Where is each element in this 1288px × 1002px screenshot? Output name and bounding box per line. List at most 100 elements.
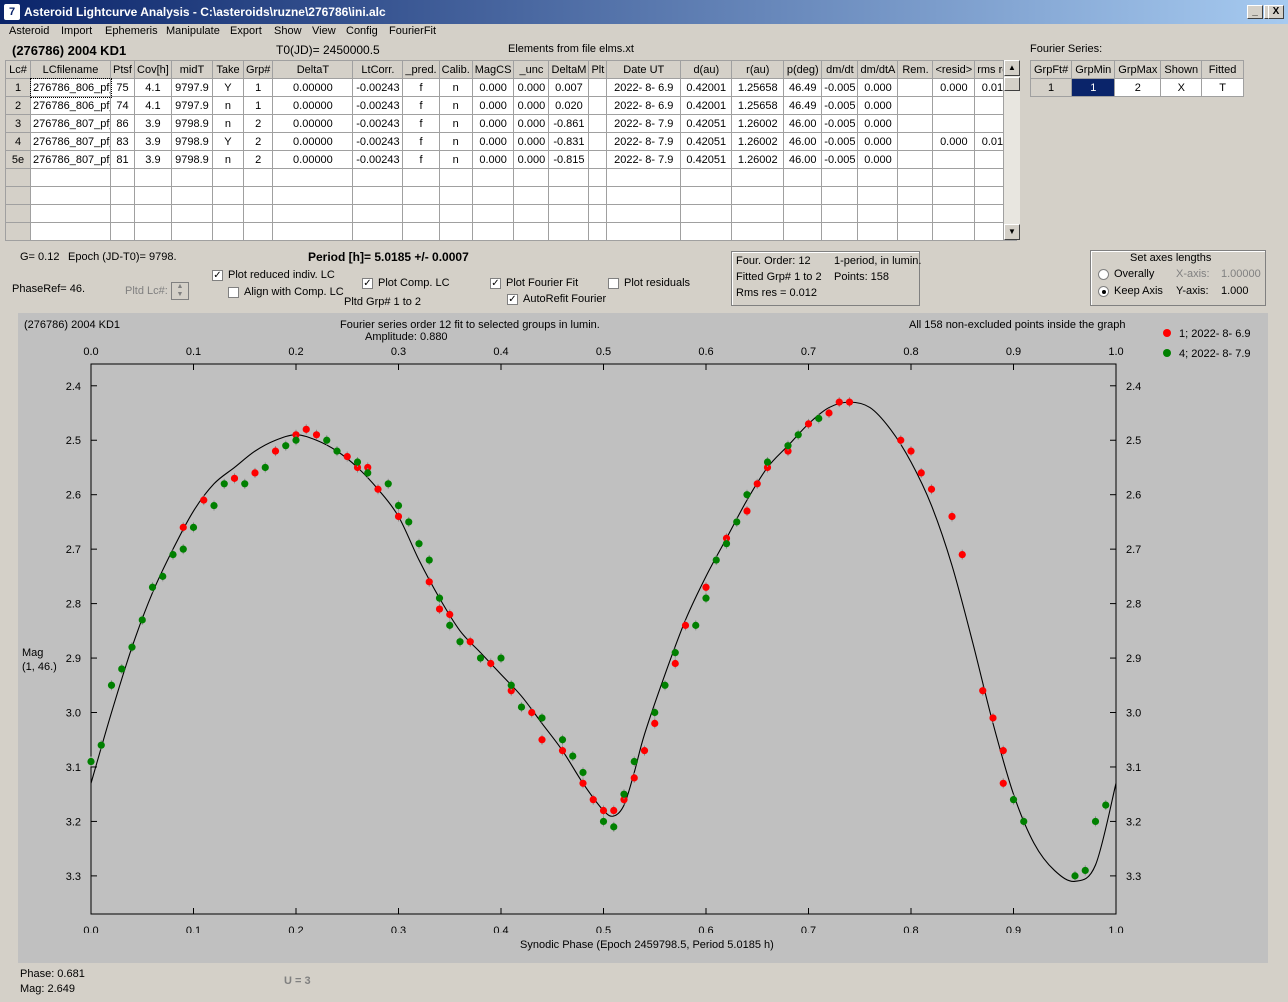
table-cell[interactable] <box>932 150 976 169</box>
table-cell[interactable]: 9798.9 <box>170 114 213 133</box>
table-cell[interactable] <box>588 222 608 241</box>
empty-row[interactable] <box>5 204 1017 223</box>
menu-manipulate[interactable]: Manipulate <box>166 25 220 37</box>
table-cell[interactable] <box>170 168 213 187</box>
table-cell[interactable] <box>352 168 404 187</box>
table-cell[interactable]: -0.00243 <box>352 132 404 151</box>
table-cell[interactable] <box>242 204 274 223</box>
table-cell[interactable]: 0.42051 <box>680 132 733 151</box>
table-cell[interactable] <box>110 222 135 241</box>
table-cell[interactable]: 74 <box>110 96 135 115</box>
table-cell[interactable] <box>821 168 859 187</box>
column-header[interactable]: Plt <box>588 60 608 79</box>
table-cell[interactable]: 0.00000 <box>272 132 354 151</box>
table-cell[interactable] <box>170 204 213 223</box>
table-cell[interactable]: -0.831 <box>548 132 590 151</box>
table-cell[interactable]: n <box>211 114 244 133</box>
column-header[interactable]: Cov[h] <box>133 60 172 79</box>
table-cell[interactable] <box>471 186 515 205</box>
table-cell[interactable]: 0.00000 <box>272 96 354 115</box>
table-cell[interactable] <box>110 168 135 187</box>
table-cell[interactable]: f <box>402 150 440 169</box>
table-cell[interactable]: 0.000 <box>471 132 515 151</box>
table-cell[interactable]: 0.000 <box>857 96 899 115</box>
table-cell[interactable] <box>513 186 550 205</box>
table-cell[interactable] <box>30 204 111 223</box>
table-cell[interactable] <box>352 222 404 241</box>
table-cell[interactable]: 276786_806_pf_ <box>29 77 112 98</box>
table-cell[interactable] <box>513 168 550 187</box>
table-cell[interactable] <box>352 186 404 205</box>
fourier-column-header[interactable]: GrpMax <box>1114 60 1162 79</box>
fourier-column-header[interactable]: Shown <box>1160 60 1203 79</box>
table-cell[interactable] <box>680 186 733 205</box>
table-cell[interactable]: 9798.9 <box>170 132 213 151</box>
table-cell[interactable] <box>402 222 440 241</box>
table-cell[interactable] <box>588 78 608 97</box>
table-cell[interactable]: 0.42051 <box>680 150 733 169</box>
column-header[interactable]: _unc <box>513 60 550 79</box>
table-cell[interactable]: -0.815 <box>548 150 590 169</box>
table-cell[interactable]: 2 <box>242 132 274 151</box>
table-cell[interactable]: 0.000 <box>471 96 515 115</box>
table-cell[interactable]: 0.42051 <box>680 114 733 133</box>
column-header[interactable]: dm/dt <box>821 60 859 79</box>
table-row[interactable]: 4 276786_807_pf_ 83 3.9 9798.9 Y 2 0.00000 -0.00… <box>5 132 1017 151</box>
table-cell[interactable] <box>857 186 899 205</box>
table-cell[interactable]: 3.9 <box>133 114 172 133</box>
table-cell[interactable] <box>133 222 172 241</box>
table-row[interactable]: 5e 276786_807_pf_ 81 3.9 9798.9 n 2 0.00000 -0.0… <box>5 150 1017 169</box>
table-cell[interactable]: 1 <box>242 78 274 97</box>
empty-row[interactable] <box>5 222 1017 241</box>
menu-asteroid[interactable]: Asteroid <box>9 25 50 37</box>
table-row[interactable]: 3 276786_807_pf_ 86 3.9 9798.9 n 2 0.00000 -0.00… <box>5 114 1017 133</box>
table-cell[interactable] <box>242 168 274 187</box>
table-cell[interactable] <box>932 222 976 241</box>
table-cell[interactable] <box>548 204 590 223</box>
column-header[interactable]: <resid> <box>932 60 976 79</box>
menu-export[interactable]: Export <box>230 25 262 37</box>
table-cell[interactable]: -0.005 <box>821 150 859 169</box>
table-cell[interactable]: 0.42001 <box>680 96 733 115</box>
table-cell[interactable] <box>821 222 859 241</box>
table-cell[interactable]: 0.020 <box>548 96 590 115</box>
table-cell[interactable] <box>272 168 354 187</box>
menu-view[interactable]: View <box>312 25 336 37</box>
table-cell[interactable]: 2022- 8- 6.9 <box>606 78 682 97</box>
table-cell[interactable] <box>548 222 590 241</box>
table-cell[interactable]: 0.00000 <box>272 78 354 97</box>
table-cell[interactable] <box>680 204 733 223</box>
table-cell[interactable]: 1.26002 <box>731 132 785 151</box>
table-cell[interactable]: 9797.9 <box>170 78 213 97</box>
table-cell[interactable] <box>897 150 934 169</box>
table-cell[interactable]: -0.00243 <box>352 96 404 115</box>
table-cell[interactable] <box>513 222 550 241</box>
table-cell[interactable] <box>471 168 515 187</box>
table-cell[interactable] <box>783 222 823 241</box>
table-cell[interactable]: 1.26002 <box>731 114 785 133</box>
table-cell[interactable]: -0.005 <box>821 96 859 115</box>
table-cell[interactable] <box>438 168 473 187</box>
table-cell[interactable]: 0.42001 <box>680 78 733 97</box>
table-cell[interactable] <box>783 204 823 223</box>
table-cell[interactable] <box>5 204 31 223</box>
table-row[interactable]: 1 276786_806_pf_ 75 4.1 9797.9 Y 1 0.00000 -0.00… <box>5 77 1017 98</box>
table-cell[interactable]: 0.00000 <box>272 150 354 169</box>
table-cell[interactable] <box>821 204 859 223</box>
table-cell[interactable]: 4.1 <box>133 96 172 115</box>
table-cell[interactable]: n <box>438 78 473 97</box>
row-header[interactable]: 3 <box>5 114 31 133</box>
table-cell[interactable]: n <box>211 150 244 169</box>
table-cell[interactable] <box>588 204 608 223</box>
table-cell[interactable] <box>897 78 934 97</box>
table-cell[interactable]: 276786_807_pf_ <box>30 132 111 151</box>
table-cell[interactable] <box>731 222 785 241</box>
column-header[interactable]: midT <box>170 60 213 79</box>
table-cell[interactable]: 0.000 <box>857 114 899 133</box>
table-cell[interactable]: Y <box>211 132 244 151</box>
fourier-cell[interactable]: 1 <box>1071 78 1116 97</box>
table-cell[interactable]: 0.000 <box>513 132 550 151</box>
table-cell[interactable]: 1.25658 <box>731 96 785 115</box>
table-cell[interactable] <box>932 186 976 205</box>
table-cell[interactable] <box>211 204 244 223</box>
